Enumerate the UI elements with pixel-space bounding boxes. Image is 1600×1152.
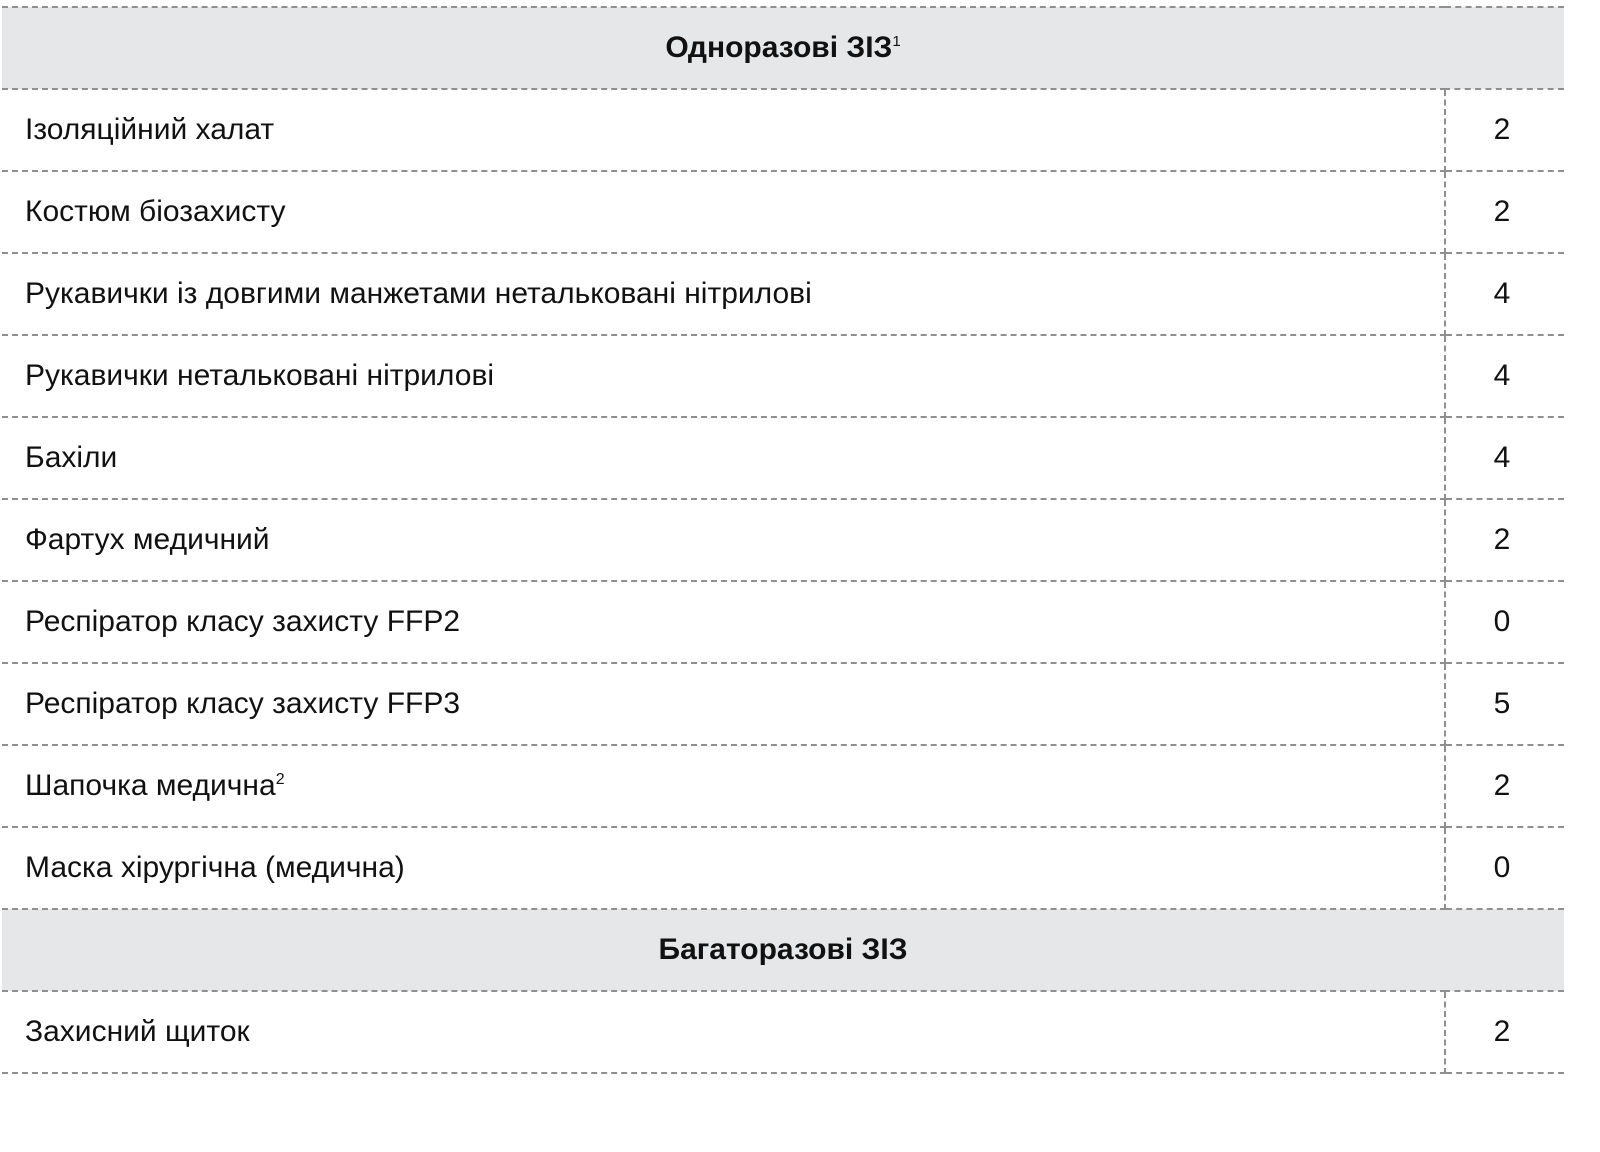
item-name: Бахіли — [2, 416, 1446, 500]
footnote-marker: 1 — [892, 33, 901, 50]
table-row: Маска хірургічна (медична) 0 — [2, 826, 1565, 910]
item-quantity: 0 — [1443, 580, 1565, 664]
ppe-table: Одноразові ЗІЗ1 Ізоляційний халат 2 Кост… — [2, 6, 1565, 1074]
item-name: Респіратор класу захисту FFP3 — [2, 662, 1446, 746]
section-title: Одноразові ЗІЗ — [665, 31, 893, 64]
item-quantity: 4 — [1443, 334, 1565, 418]
table-row: Шапочка медична2 2 — [2, 744, 1565, 828]
section-title-cell: Одноразові ЗІЗ1 — [2, 6, 1565, 90]
item-quantity: 2 — [1443, 744, 1565, 828]
item-name: Захисний щиток — [2, 990, 1446, 1074]
table-row: Захисний щиток 2 — [2, 990, 1565, 1074]
item-quantity: 2 — [1443, 498, 1565, 582]
item-name: Рукавички нетальковані нітрилові — [2, 334, 1446, 418]
footnote-marker: 2 — [275, 771, 285, 788]
section-header-disposable: Одноразові ЗІЗ1 — [2, 6, 1565, 90]
table-row: Респіратор класу захисту FFP2 0 — [2, 580, 1565, 664]
item-name: Ізоляційний халат — [2, 88, 1446, 172]
table-row: Респіратор класу захисту FFP3 5 — [2, 662, 1565, 746]
item-quantity: 2 — [1443, 88, 1565, 172]
table-row: Рукавички нетальковані нітрилові 4 — [2, 334, 1565, 418]
item-quantity: 4 — [1443, 252, 1565, 336]
item-name: Рукавички із довгими манжетами нетальков… — [2, 252, 1446, 336]
section-header-reusable: Багаторазові ЗІЗ — [2, 908, 1565, 992]
item-name: Шапочка медична2 — [2, 744, 1446, 828]
item-quantity: 0 — [1443, 826, 1565, 910]
item-name: Маска хірургічна (медична) — [2, 826, 1446, 910]
section-title: Багаторазові ЗІЗ — [658, 933, 908, 966]
table-row: Бахіли 4 — [2, 416, 1565, 500]
table-row: Рукавички із довгими манжетами нетальков… — [2, 252, 1565, 336]
table-row: Ізоляційний халат 2 — [2, 88, 1565, 172]
table-row: Фартух медичний 2 — [2, 498, 1565, 582]
item-quantity: 2 — [1443, 170, 1565, 254]
item-name: Респіратор класу захисту FFP2 — [2, 580, 1446, 664]
item-name: Костюм біозахисту — [2, 170, 1446, 254]
table-row: Костюм біозахисту 2 — [2, 170, 1565, 254]
item-quantity: 5 — [1443, 662, 1565, 746]
item-quantity: 4 — [1443, 416, 1565, 500]
section-title-cell: Багаторазові ЗІЗ — [2, 908, 1565, 992]
item-name: Фартух медичний — [2, 498, 1446, 582]
item-quantity: 2 — [1443, 990, 1565, 1074]
